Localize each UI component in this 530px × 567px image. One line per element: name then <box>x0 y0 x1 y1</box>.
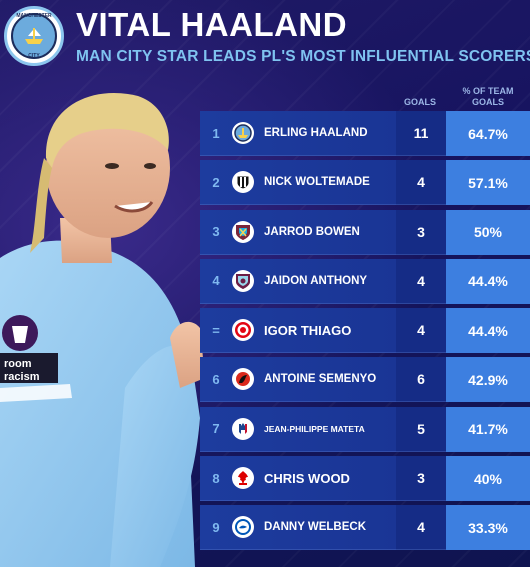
table-row: 4 JAIDON ANTHONY 4 44.4% <box>200 258 530 304</box>
table-row: 2 NICK WOLTEMADE 4 57.1% <box>200 160 530 206</box>
player-name: NICK WOLTEMADE <box>264 176 370 189</box>
goals-value: 4 <box>396 308 446 354</box>
sleeve-text-2: racism <box>4 371 40 383</box>
goals-value: 4 <box>396 160 446 206</box>
pct-column-header: % OF TEAM GOALS <box>462 86 514 107</box>
goals-value: 4 <box>396 258 446 304</box>
goals-value: 3 <box>396 209 446 255</box>
page-title: VITAL HAALAND <box>76 6 348 43</box>
rank-label: 9 <box>212 519 220 535</box>
burnley-icon <box>232 269 254 292</box>
player-name: JARROD BOWEN <box>264 225 360 238</box>
player-name: CHRIS WOOD <box>264 470 350 486</box>
brentford-icon <box>232 319 254 342</box>
brighton-icon <box>232 516 254 539</box>
player-name: IGOR THIAGO <box>264 322 352 338</box>
goals-value: 5 <box>396 406 446 452</box>
newcastle-icon <box>232 171 254 194</box>
rank-label: = <box>212 322 220 338</box>
table-row: 8 CHRIS WOOD 3 40% <box>200 456 530 502</box>
player-name: JAIDON ANTHONY <box>264 274 368 287</box>
pct-value: 44.4% <box>446 258 530 304</box>
crest-bottom-text: CITY <box>28 53 40 59</box>
goals-column-header: GOALS <box>403 97 436 107</box>
table-row: = IGOR THIAGO 4 44.4% <box>200 308 530 354</box>
table-row: 1 ERLING HAALAND 11 64.7% <box>200 111 530 156</box>
man-city-crest-icon: MANCHESTER CITY <box>4 6 64 66</box>
player-cell: 9 DANNY WELBECK <box>200 505 396 551</box>
player-cell: 7 JEAN-PHILIPPE MATETA <box>200 406 396 452</box>
goals-value: 6 <box>396 357 446 403</box>
player-name: DANNY WELBECK <box>264 521 367 534</box>
pct-value: 40% <box>446 456 530 502</box>
player-cell: 1 ERLING HAALAND <box>200 111 396 156</box>
goals-value: 11 <box>396 111 446 156</box>
player-cell: 8 CHRIS WOOD <box>200 456 396 502</box>
rank-label: 3 <box>212 224 220 240</box>
player-cell: 2 NICK WOLTEMADE <box>200 160 396 206</box>
scorers-table: 1 ERLING HAALAND 11 64.7% 2 NICK WOLTEMADE 4 57… <box>200 111 530 555</box>
pct-value: 33.3% <box>446 505 530 551</box>
rank-label: 4 <box>212 273 220 289</box>
pct-value: 41.7% <box>446 406 530 452</box>
pct-value: 42.9% <box>446 357 530 403</box>
page-subtitle: MAN CITY STAR LEADS PL'S MOST INFLUENTIA… <box>76 48 530 65</box>
west-ham-icon <box>232 220 254 243</box>
pct-value: 44.4% <box>446 308 530 354</box>
nottingham-forest-icon <box>232 467 254 490</box>
table-row: 3 JARROD BOWEN 3 50% <box>200 209 530 255</box>
player-name: ERLING HAALAND <box>264 127 368 139</box>
goals-value: 3 <box>396 456 446 502</box>
player-cell: 3 JARROD BOWEN <box>200 209 396 255</box>
man-city-icon <box>232 122 254 144</box>
pct-value: 50% <box>446 209 530 255</box>
player-cell: 6 ANTOINE SEMENYO <box>200 357 396 403</box>
table-row: 9 DANNY WELBECK 4 33.3% <box>200 505 530 551</box>
rank-label: 2 <box>212 174 220 190</box>
player-cell: 4 JAIDON ANTHONY <box>200 258 396 304</box>
player-name: ANTOINE SEMENYO <box>264 373 377 386</box>
rank-label: 1 <box>212 125 220 141</box>
table-row: 6 ANTOINE SEMENYO 6 42.9% <box>200 357 530 403</box>
pct-value: 64.7% <box>446 111 530 156</box>
sleeve-text-1: room <box>4 358 32 370</box>
crest-shield <box>11 13 57 59</box>
ship-icon <box>25 28 43 44</box>
player-photo: room racism <box>0 92 205 567</box>
rank-label: 6 <box>212 371 220 387</box>
crystal-palace-icon <box>232 417 254 440</box>
player-cell: = IGOR THIAGO <box>200 308 396 354</box>
table-row: 7 JEAN-PHILIPPE MATETA 5 41.7% <box>200 406 530 452</box>
goals-value: 4 <box>396 505 446 551</box>
pct-value: 57.1% <box>446 160 530 206</box>
bournemouth-icon <box>232 368 254 391</box>
rank-label: 7 <box>212 421 220 437</box>
player-name: JEAN-PHILIPPE MATETA <box>264 423 365 434</box>
crest-top-text: MANCHESTER <box>16 13 52 19</box>
rank-label: 8 <box>212 470 220 486</box>
